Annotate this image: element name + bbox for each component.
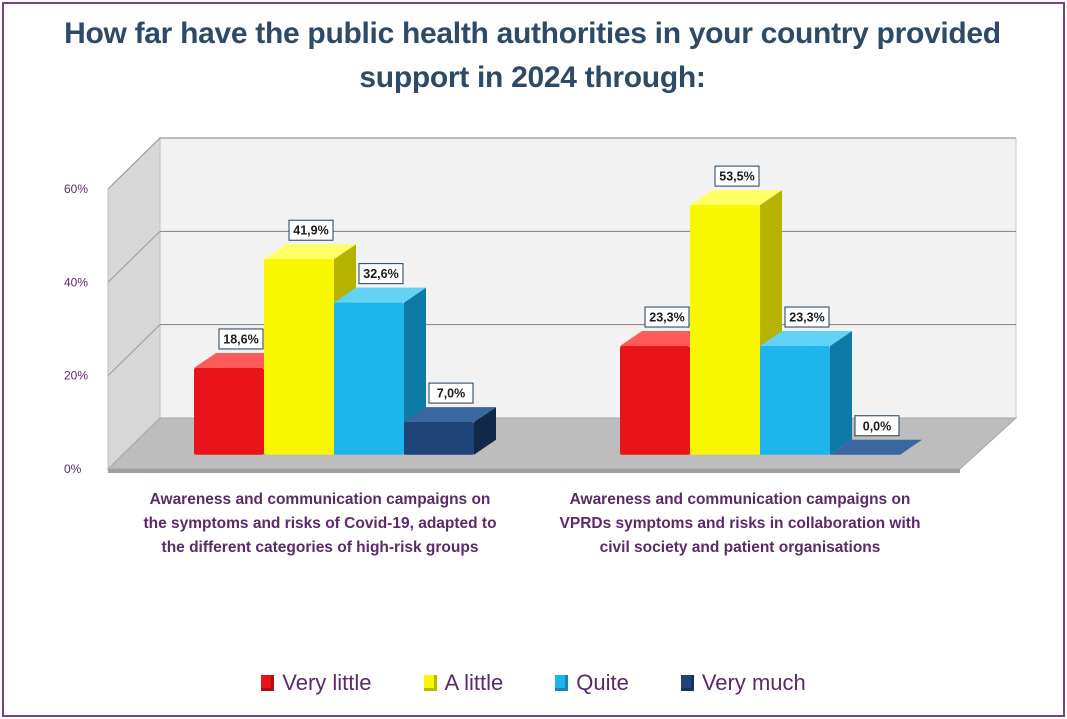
data-label-box xyxy=(784,306,830,328)
category-label-covid19: Awareness and communication campaigns on… xyxy=(110,488,530,560)
side-wall xyxy=(107,136,161,471)
category-label-line: VPRDs symptoms and risks in collaboratio… xyxy=(559,515,921,532)
bar-a-little xyxy=(690,205,760,455)
data-label-box xyxy=(644,306,690,328)
legend-item-quite: Quite xyxy=(555,670,629,696)
bar-top-a-little xyxy=(264,244,356,260)
data-label: 41,9% xyxy=(293,224,328,238)
bar-very-much xyxy=(404,422,474,455)
legend-swatch xyxy=(261,675,275,691)
legend-label: Quite xyxy=(576,670,629,695)
data-label: 18,6% xyxy=(223,332,258,346)
data-label: 53,5% xyxy=(719,170,754,184)
y-tick-label: 0% xyxy=(64,462,82,476)
data-label: 7,0% xyxy=(437,387,466,401)
data-label-box xyxy=(428,382,474,404)
data-label-box xyxy=(714,165,760,187)
data-label: 23,3% xyxy=(649,311,684,325)
legend-label: Very much xyxy=(701,670,806,695)
bar-top-quite xyxy=(334,287,426,303)
bar-a-little xyxy=(264,259,334,455)
category-label-line: Awareness and communication campaigns on xyxy=(149,491,491,508)
gridline-side xyxy=(107,324,161,377)
bar-top-very-much xyxy=(830,439,922,455)
bar-quite xyxy=(760,345,830,455)
gridline-side xyxy=(107,137,161,190)
legend-item-very-little: Very little xyxy=(261,670,372,696)
y-tick-label: 40% xyxy=(64,275,88,289)
data-label: 23,3% xyxy=(789,311,824,325)
y-tick-label: 60% xyxy=(64,182,88,196)
bar-side-very-much xyxy=(474,407,496,455)
data-label: 32,6% xyxy=(363,267,398,281)
legend-swatch xyxy=(423,675,437,691)
category-label-line: the symptoms and risks of Covid-19, adap… xyxy=(143,515,497,532)
chart-title: How far have the public health authoriti… xyxy=(64,17,1001,94)
y-tick-label: 20% xyxy=(64,369,88,383)
legend-swatch xyxy=(555,675,569,691)
legend-swatch xyxy=(680,675,694,691)
category-label-line: civil society and patient organisations xyxy=(599,539,881,556)
legend-item-a-little: A little xyxy=(423,670,504,696)
data-label-box xyxy=(288,219,334,241)
bar-side-quite xyxy=(830,331,852,455)
bar-top-quite xyxy=(760,331,852,346)
gridline-side xyxy=(107,230,161,283)
legend-label: A little xyxy=(444,670,504,695)
bar-top-a-little xyxy=(690,190,782,206)
bar-quite xyxy=(334,302,404,455)
bar-very-little xyxy=(194,367,264,455)
legend: Very little A little Quite Very much xyxy=(0,670,1067,696)
legend-item-very-much: Very much xyxy=(680,670,806,696)
legend-label: Very little xyxy=(282,670,372,695)
category-label-line: the different categories of high-risk gr… xyxy=(161,539,479,556)
data-label-box xyxy=(218,328,264,350)
category-label-vprds: Awareness and communication campaigns on… xyxy=(530,488,950,560)
data-label-box xyxy=(854,415,900,437)
bar-top-very-little xyxy=(194,352,286,368)
data-label: 0,0% xyxy=(863,419,892,433)
data-label-box xyxy=(358,263,404,285)
category-label-line: Awareness and communication campaigns on xyxy=(569,491,911,508)
bar-top-very-much xyxy=(404,407,496,423)
floor-edge xyxy=(108,469,960,473)
bar-very-little xyxy=(620,345,690,455)
bar-top-very-little xyxy=(620,331,712,346)
